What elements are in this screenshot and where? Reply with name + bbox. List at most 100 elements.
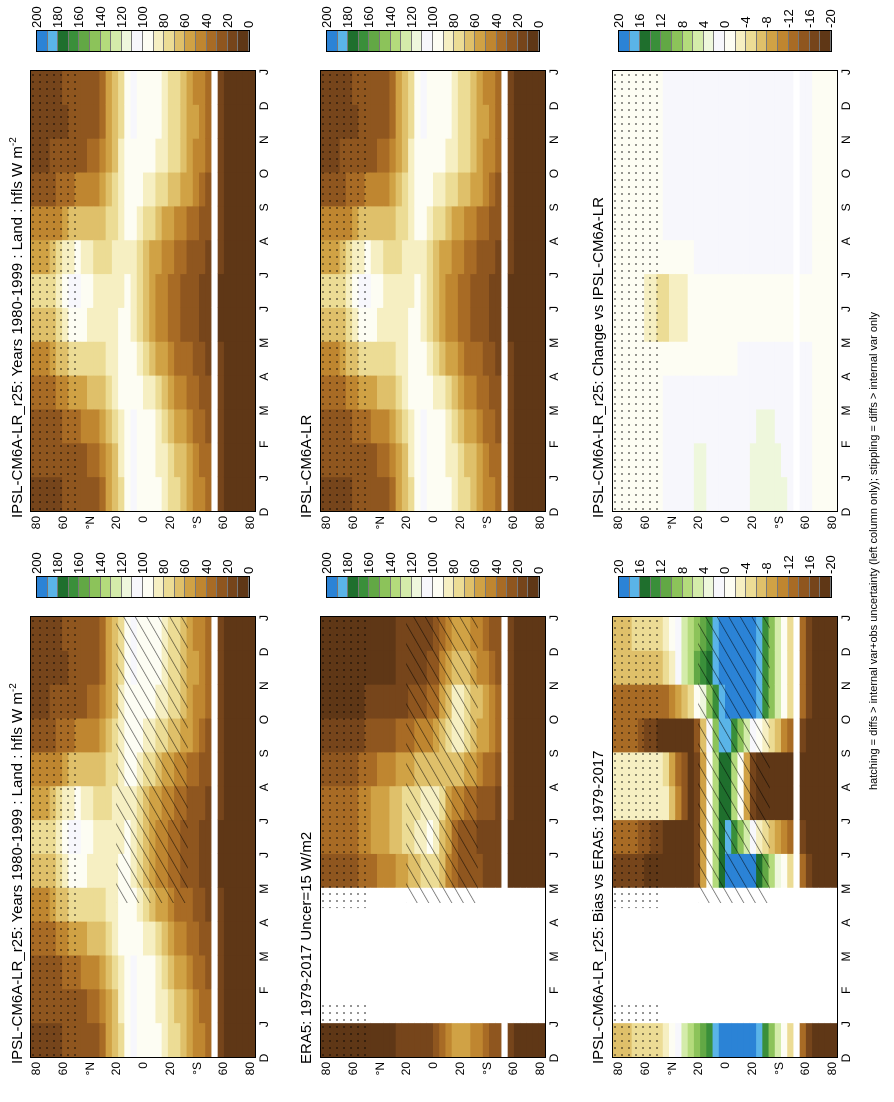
heatmap-cell <box>223 785 231 821</box>
heatmap-cell <box>538 617 545 651</box>
colorbar-cell <box>79 31 90 51</box>
heatmap-cell <box>464 408 471 444</box>
heatmap-cell <box>681 104 689 139</box>
heatmap-cell <box>370 819 378 854</box>
x-tick-label: J <box>839 305 853 312</box>
heatmap-cell <box>781 375 788 410</box>
heatmap-cell <box>383 785 391 821</box>
heatmap-cell <box>199 717 206 753</box>
heatmap-cell <box>174 341 181 376</box>
heatmap-cell <box>501 71 509 105</box>
x-tick-label: S <box>839 203 853 212</box>
heatmap-cell <box>389 375 397 410</box>
heatmap-cell <box>681 408 689 444</box>
heatmap-cell <box>186 954 194 990</box>
x-tick-label: F <box>257 986 271 994</box>
colorbar-cell <box>100 577 112 597</box>
heatmap-cell <box>211 205 219 241</box>
heatmap-cell <box>192 717 200 753</box>
colorbar-label: 40 <box>488 13 504 28</box>
heatmap-cell <box>513 71 521 105</box>
panel-title-superscript: -2 <box>8 683 19 693</box>
x-tick-label: M <box>547 405 561 416</box>
heatmap-cell <box>155 476 163 511</box>
heatmap-cell <box>532 650 540 685</box>
heatmap-cell <box>805 341 813 376</box>
heatmap-cell <box>118 171 125 207</box>
heatmap-cell <box>756 104 763 139</box>
heatmap-cell <box>681 650 689 685</box>
heatmap-svg <box>321 617 545 1057</box>
heatmap-cell <box>130 307 138 342</box>
heatmap-cell <box>93 476 101 511</box>
colorbar-cell <box>693 31 704 51</box>
heatmap-cell <box>408 408 415 444</box>
heatmap-cell <box>87 171 94 207</box>
colorbar <box>326 30 540 52</box>
heatmap-cell <box>223 476 231 511</box>
heatmap-cell <box>669 476 676 511</box>
y-tick-label: 20 <box>109 1062 124 1076</box>
heatmap-cell <box>768 785 776 821</box>
heatmap-cell <box>445 104 453 139</box>
heatmap-cell <box>538 853 545 888</box>
heatmap-cell <box>824 650 832 685</box>
heatmap-cell <box>408 476 415 511</box>
colorbar-cell <box>111 577 122 597</box>
heatmap-cell <box>370 273 378 308</box>
heatmap-cell <box>799 273 807 308</box>
heatmap-cell <box>774 617 782 651</box>
heatmap-cell <box>395 476 403 511</box>
heatmap-cell <box>105 239 113 275</box>
heatmap-cell <box>401 273 409 308</box>
heatmap-cell <box>501 785 509 821</box>
heatmap-cell <box>793 408 801 444</box>
colorbar-cell <box>68 577 80 597</box>
heatmap-cell <box>87 988 94 1024</box>
heatmap-cell <box>370 71 378 105</box>
heatmap-cell <box>774 71 782 105</box>
colorbar-cell <box>185 31 196 51</box>
heatmap-cell <box>383 853 391 888</box>
heatmap-cell <box>756 1022 763 1057</box>
heatmap-cell <box>495 71 503 105</box>
heatmap-cell <box>482 717 490 753</box>
heatmap-cell <box>799 1022 807 1057</box>
heatmap-cell <box>230 1022 237 1057</box>
heatmap-cell <box>186 785 194 821</box>
heatmap-cell <box>830 1022 837 1057</box>
heatmap-cell <box>389 307 397 342</box>
heatmap-cell <box>489 684 496 719</box>
heatmap-cell <box>186 617 194 651</box>
heatmap-cell <box>211 853 219 888</box>
heatmap-cell <box>507 138 515 173</box>
heatmap-cell <box>830 273 837 308</box>
heatmap-cell <box>749 104 757 139</box>
y-tick-label: 80 <box>243 516 257 530</box>
colorbar-cell <box>454 577 465 597</box>
x-tick-label: N <box>839 681 853 691</box>
colorbar-cell <box>693 577 704 597</box>
heatmap-cell <box>217 751 225 787</box>
heatmap-cell <box>743 138 751 173</box>
heatmap-cell <box>538 442 545 478</box>
y-tick-label: 20 <box>744 1062 759 1076</box>
heatmap-cell <box>501 171 509 207</box>
heatmap-cell <box>818 138 826 173</box>
heatmap-cell <box>383 617 391 651</box>
heatmap-cell <box>93 71 101 105</box>
heatmap-cell <box>538 717 545 753</box>
heatmap-cell <box>186 408 194 444</box>
heatmap-cell <box>370 205 378 241</box>
heatmap-cell <box>395 684 403 719</box>
heatmap-cell <box>693 476 701 511</box>
heatmap-cell <box>149 442 157 478</box>
heatmap-cell <box>217 239 225 275</box>
heatmap-plot <box>30 70 256 512</box>
heatmap-cell <box>700 239 707 275</box>
heatmap-cell <box>520 171 527 207</box>
heatmap-cell <box>199 442 206 478</box>
heatmap-cell <box>793 171 801 207</box>
heatmap-cell <box>370 1022 378 1057</box>
heatmap-cell <box>768 341 776 376</box>
